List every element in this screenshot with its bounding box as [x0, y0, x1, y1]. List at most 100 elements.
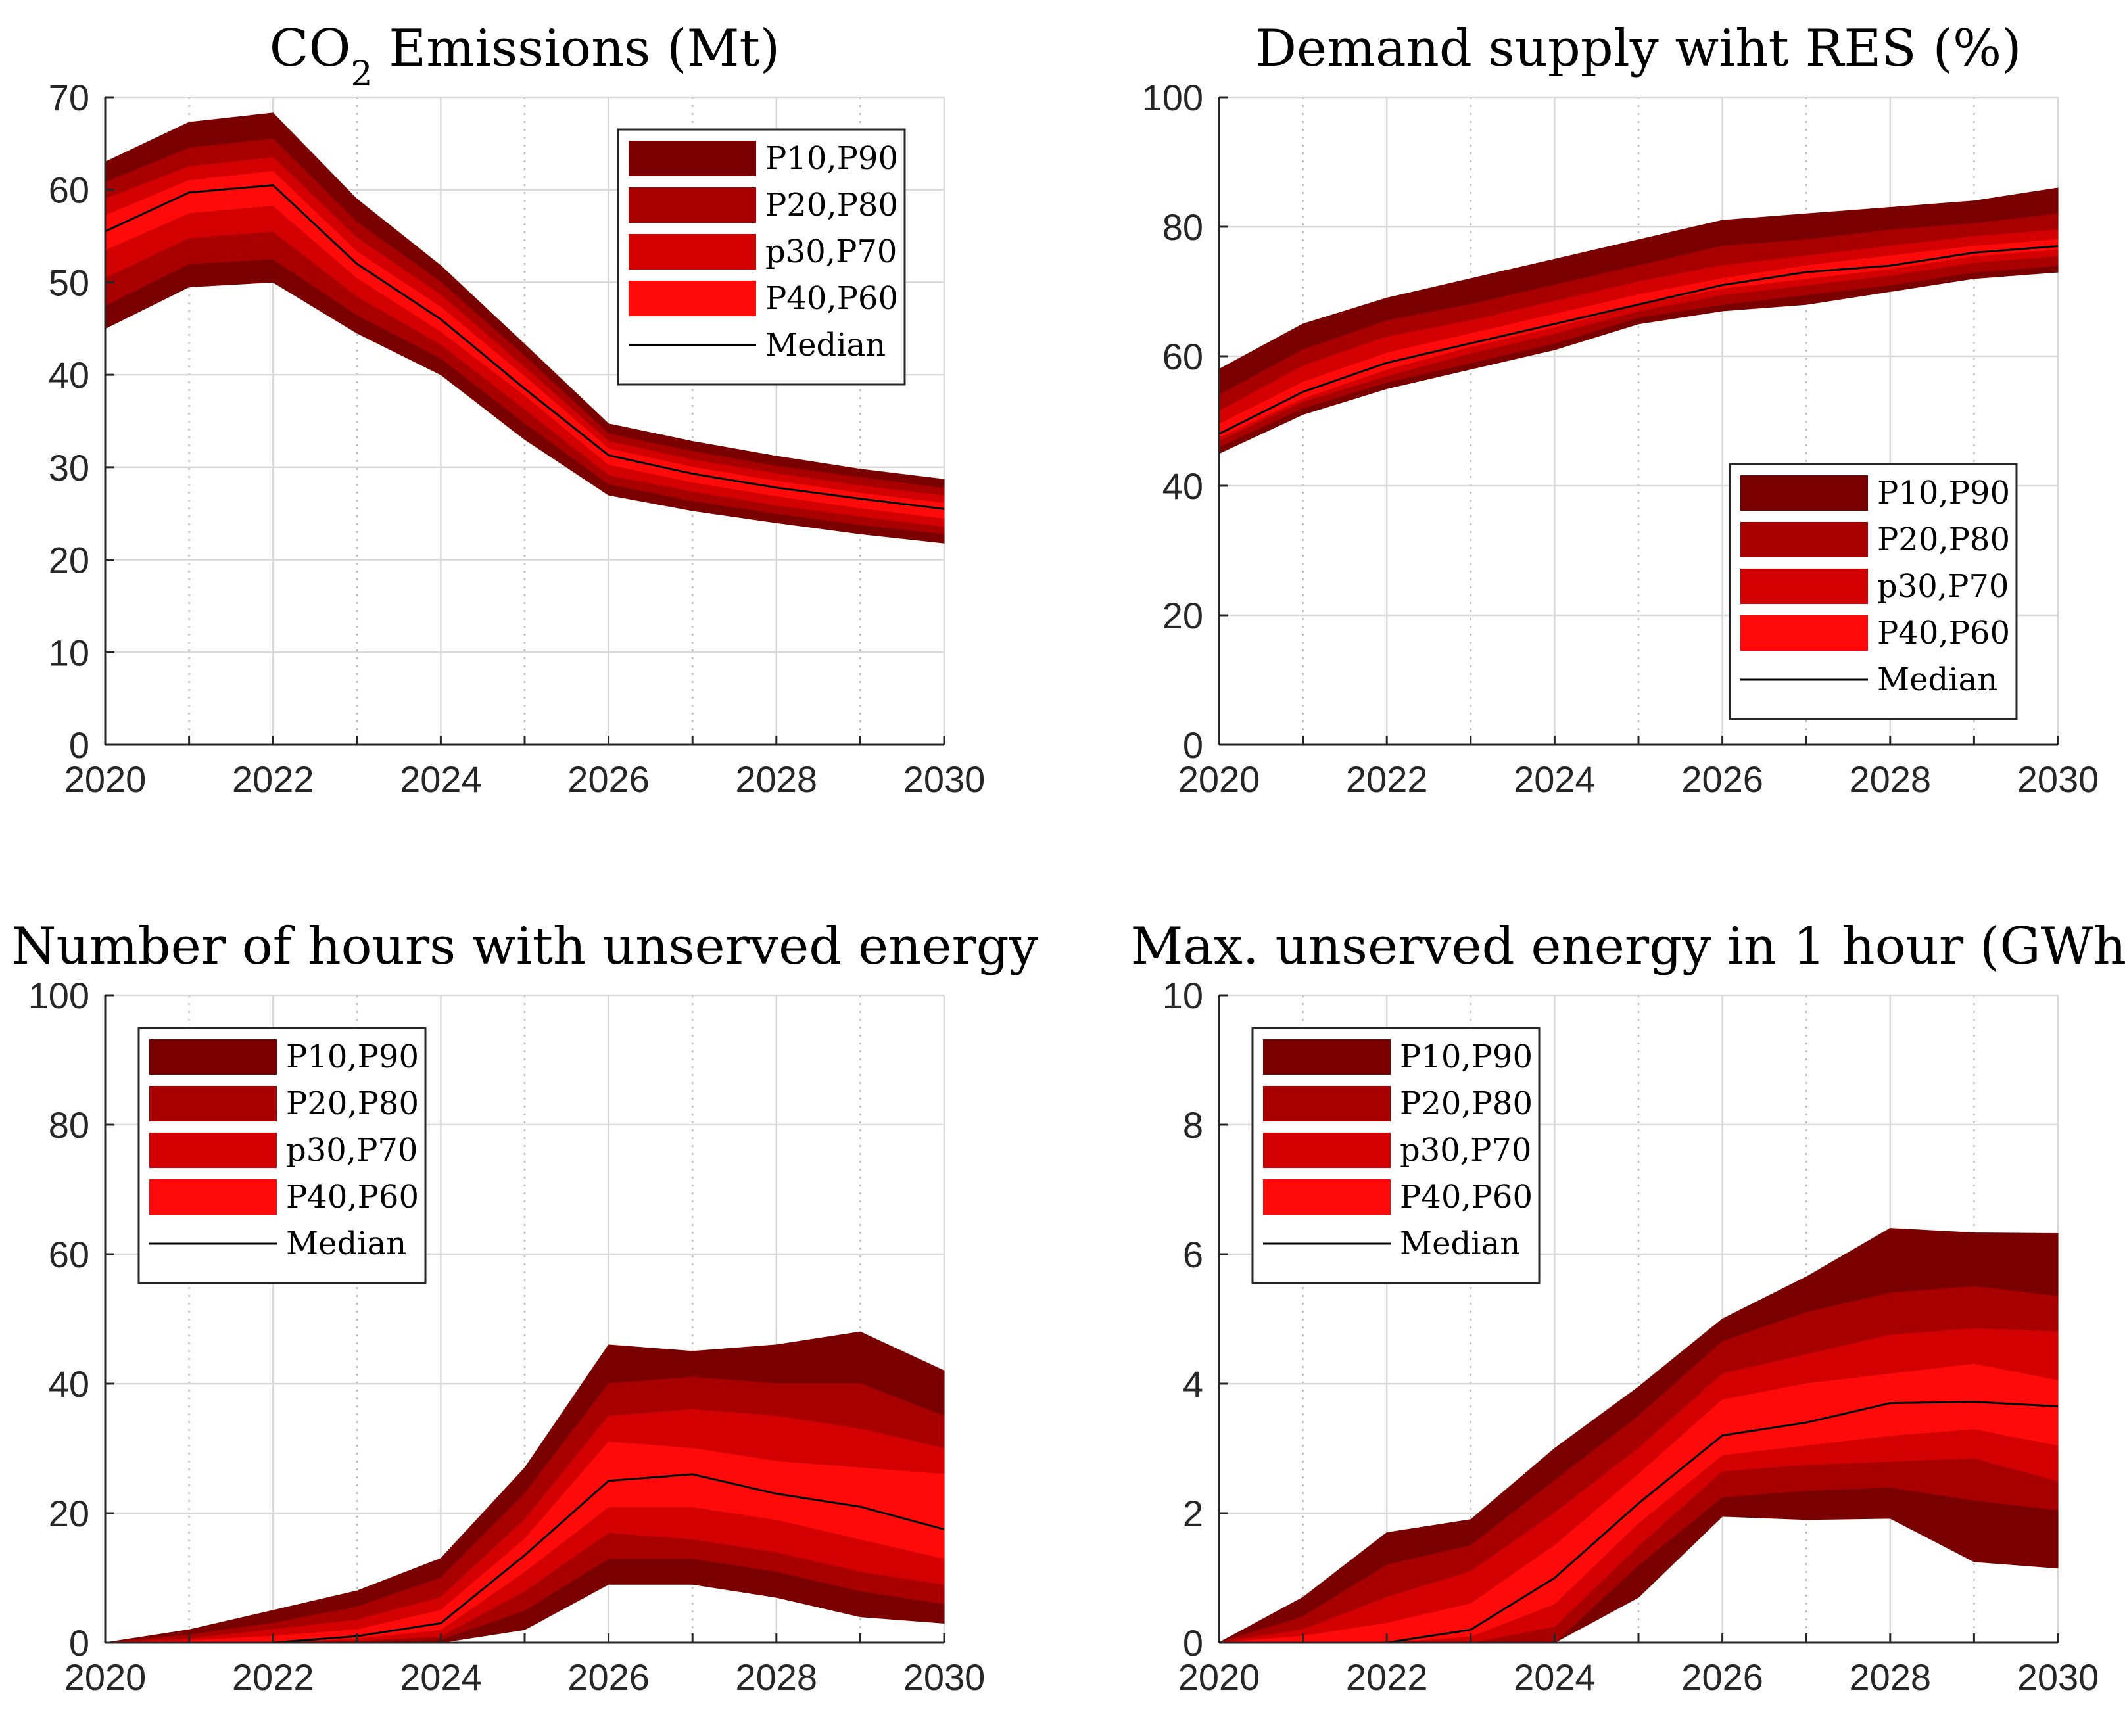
legend-swatch-band-p30-p70: [1263, 1133, 1391, 1168]
y-tick-label: 10: [1162, 975, 1203, 1016]
legend: P10,P90 P20,P80 p30,P70 P40,P60 Median: [137, 1027, 427, 1284]
chart-title-subscript: 2: [350, 55, 372, 94]
y-tick-label: 0: [69, 1622, 89, 1664]
legend: P10,P90 P20,P80 p30,P70 P40,P60 Median: [1251, 1027, 1541, 1284]
x-tick-label: 2026: [1681, 759, 1763, 800]
legend-swatch-band-p30-p70: [1740, 569, 1868, 604]
y-tick-label: 0: [1183, 724, 1203, 766]
x-tick-label: 2022: [232, 1656, 314, 1698]
y-tick-label: 20: [1162, 595, 1203, 636]
chart-title: CO2 Emissions (Mt): [270, 19, 780, 94]
y-tick-label: 80: [49, 1104, 89, 1146]
y-tick-label: 20: [49, 1493, 89, 1534]
legend-label: P40,P60: [765, 280, 898, 317]
x-tick-label: 2026: [1681, 1656, 1763, 1698]
y-tick-label: 100: [1142, 77, 1203, 118]
x-tick-label: 2030: [903, 1656, 986, 1698]
x-tick-label: 2020: [64, 759, 147, 800]
y-tick-label: 60: [1162, 336, 1203, 377]
chart-title: Max. unserved energy in 1 hour (GWh): [1131, 917, 2127, 976]
chart-panel-2: Demand supply wiht RES (%) 2020 2022 2024 20…: [1142, 19, 2099, 800]
legend-label: P40,P60: [1877, 615, 2010, 651]
legend: P10,P90 P20,P80 p30,P70 P40,P60 Median: [1729, 463, 2018, 720]
x-tick-label: 2030: [2017, 1656, 2099, 1698]
legend-swatch-band-p40-p60: [1263, 1179, 1391, 1215]
legend-swatch-band-p10-p90: [629, 141, 756, 176]
x-tick-label: 2024: [1514, 759, 1596, 800]
legend-label: p30,P70: [286, 1132, 418, 1169]
y-tick-label: 60: [49, 170, 89, 211]
y-tick-label: 80: [1162, 206, 1203, 248]
band-p30-p70: [105, 156, 945, 527]
y-tick-label: 40: [49, 354, 89, 396]
legend: P10,P90 P20,P80 p30,P70 P40,P60 Median: [617, 128, 906, 386]
y-tick-label: 70: [49, 77, 89, 118]
y-tick-label: 60: [49, 1234, 89, 1275]
legend-swatch-band-p10-p90: [1263, 1039, 1391, 1075]
x-tick-label: 2030: [2017, 759, 2099, 800]
legend-swatch-band-p20-p80: [149, 1086, 277, 1121]
median-line: [105, 184, 945, 510]
chart-panel-4: Max. unserved energy in 1 hour (GWh)2020…: [1131, 917, 2127, 1698]
legend-label: Median: [286, 1225, 406, 1262]
y-tick-label: 2: [1183, 1493, 1203, 1534]
y-tick-label: 4: [1183, 1363, 1203, 1405]
y-tick-label: 10: [49, 632, 89, 673]
y-tick-label: 20: [49, 540, 89, 581]
band-p40-p60: [105, 171, 945, 519]
chart-panel-3: Number of hours with unserved energy 20 20…: [11, 917, 1038, 1698]
legend-swatch-band-p20-p80: [629, 187, 756, 223]
legend-swatch-band-p40-p60: [1740, 615, 1868, 651]
legend-swatch-band-p30-p70: [149, 1133, 277, 1168]
legend-swatch-band-p10-p90: [1740, 475, 1868, 511]
x-tick-label: 2022: [232, 759, 314, 800]
x-tick-label: 2030: [903, 759, 986, 800]
y-tick-label: 100: [28, 975, 89, 1016]
x-tick-label: 2024: [1514, 1656, 1596, 1698]
x-tick-label: 2028: [1850, 1656, 1932, 1698]
legend-label: P40,P60: [1400, 1179, 1533, 1215]
legend-label: P10,P90: [765, 140, 898, 177]
legend-swatch-band-p10-p90: [149, 1039, 277, 1075]
x-tick-label: 2026: [567, 759, 650, 800]
chart-title-rest: Emissions (Mt): [373, 19, 780, 78]
legend-label: P10,P90: [1400, 1039, 1533, 1075]
band-p40-p60: [105, 1442, 945, 1643]
y-tick-label: 40: [49, 1363, 89, 1405]
chart-panel-1: CO2 Emissions (Mt) 2020 2022 2024 2026 2028 20…: [49, 19, 986, 800]
median-line: [1218, 245, 2059, 435]
x-tick-label: 2026: [567, 1656, 650, 1698]
legend-label: Median: [1877, 661, 1997, 698]
x-tick-label: 2020: [1178, 759, 1260, 800]
legend-swatch-band-p20-p80: [1740, 522, 1868, 557]
x-tick-label: 2028: [1850, 759, 1932, 800]
legend-label: P20,P80: [286, 1085, 419, 1122]
legend-label: Median: [765, 327, 886, 364]
y-tick-label: 0: [1183, 1622, 1203, 1664]
x-tick-label: 2024: [400, 1656, 482, 1698]
legend-label: P10,P90: [1877, 475, 2010, 511]
x-tick-label: 2024: [400, 759, 482, 800]
legend-label: P20,P80: [1877, 521, 2010, 558]
legend-label: P40,P60: [286, 1179, 419, 1215]
y-tick-label: 8: [1183, 1104, 1203, 1146]
legend-label: P20,P80: [1400, 1085, 1533, 1122]
chart-title: Number of hours with unserved energy: [11, 917, 1038, 976]
x-tick-label: 2028: [736, 1656, 818, 1698]
y-tick-label: 50: [49, 262, 89, 303]
x-tick-label: 2022: [1346, 1656, 1428, 1698]
x-tick-label: 2022: [1346, 759, 1428, 800]
legend-label: P10,P90: [286, 1039, 419, 1075]
y-tick-label: 30: [49, 447, 89, 488]
legend-swatch-band-p40-p60: [149, 1179, 277, 1215]
legend-label: P20,P80: [765, 187, 898, 223]
chart-title-main: CO: [270, 19, 351, 78]
band-p40-p60: [1218, 239, 2059, 438]
legend-label: p30,P70: [1400, 1132, 1531, 1169]
legend-label: Median: [1400, 1225, 1520, 1262]
chart-title: Demand supply wiht RES (%): [1255, 19, 2021, 78]
x-tick-label: 2028: [736, 759, 818, 800]
x-tick-label: 2020: [1178, 1656, 1260, 1698]
legend-swatch-band-p40-p60: [629, 281, 756, 316]
